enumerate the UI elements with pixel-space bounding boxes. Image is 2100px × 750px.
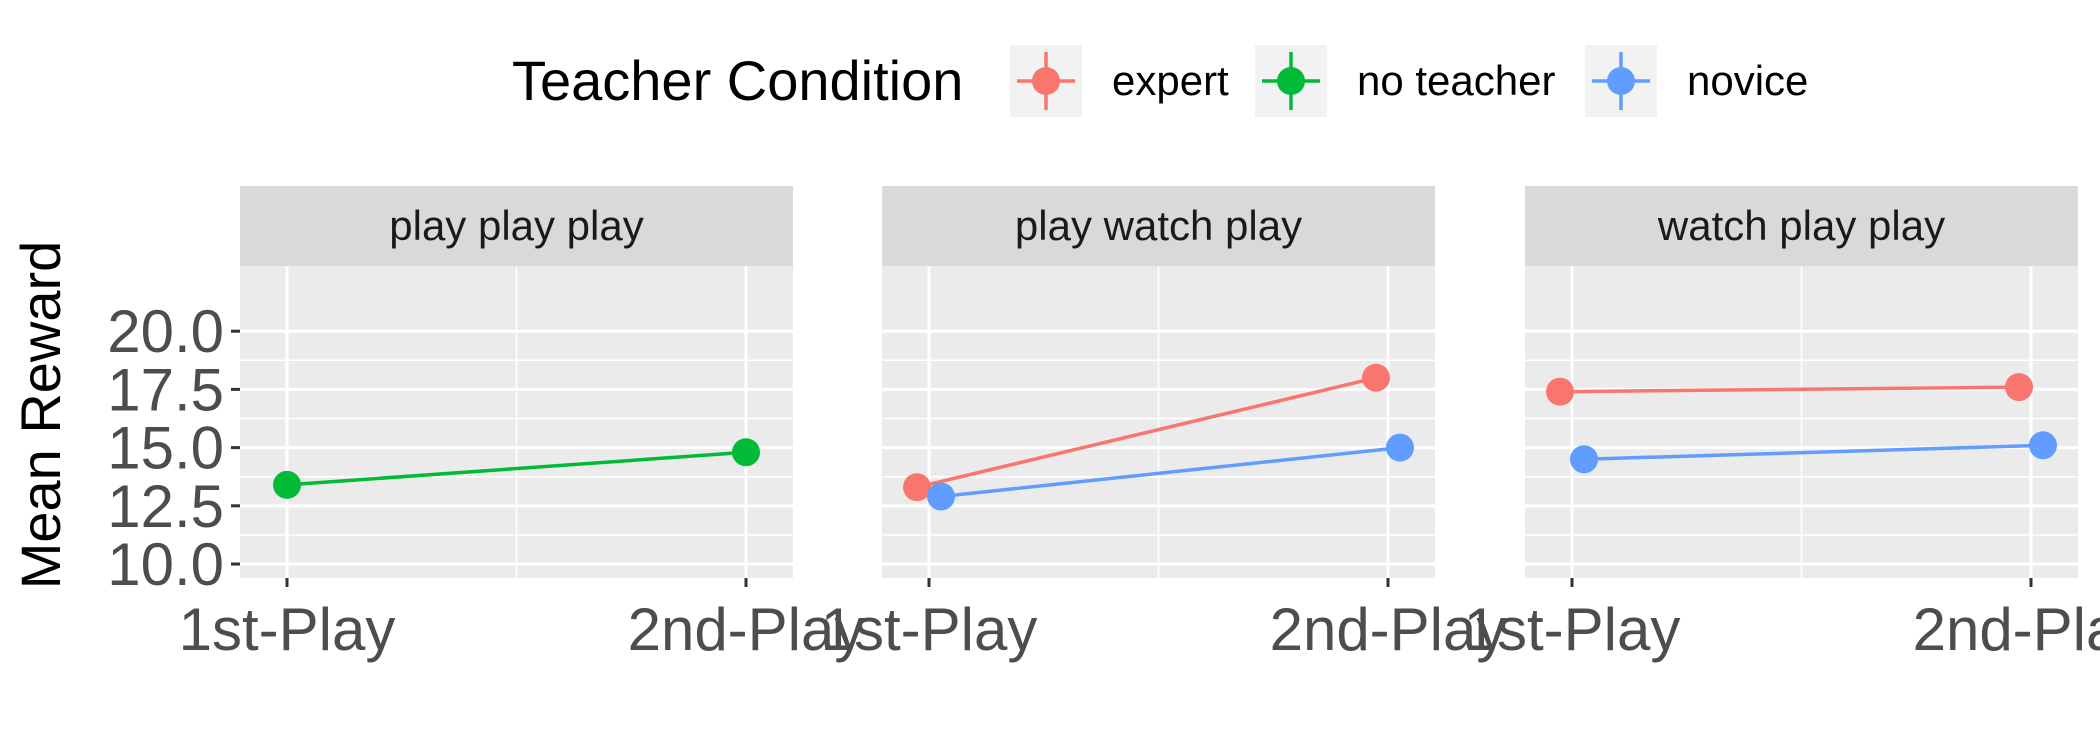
data-point bbox=[927, 482, 956, 511]
legend-label: no teacher bbox=[1357, 57, 1555, 104]
y-axis-title: Mean Reward bbox=[9, 241, 72, 590]
x-tick-label: 2nd-Play bbox=[1913, 596, 2100, 663]
legend-entry-novice: novice bbox=[1585, 45, 1808, 117]
series-expert bbox=[903, 363, 1390, 502]
x-tick-label: 1st-Play bbox=[179, 596, 396, 663]
series-line bbox=[916, 376, 1377, 489]
legend-title: Teacher Condition bbox=[512, 49, 963, 112]
data-point bbox=[1361, 363, 1390, 392]
data-point bbox=[731, 438, 760, 467]
data-point bbox=[2028, 431, 2057, 460]
facet-strip-label: play play play bbox=[389, 202, 643, 249]
series-novice bbox=[927, 433, 1414, 511]
facet-strip-label: watch play play bbox=[1657, 202, 1945, 249]
legend-key-point bbox=[1607, 67, 1635, 95]
series-no-teacher bbox=[273, 438, 760, 499]
facet-strip bbox=[240, 186, 793, 266]
facet-strip bbox=[882, 186, 1435, 266]
data-point bbox=[1385, 433, 1414, 462]
legend-label: novice bbox=[1687, 57, 1808, 104]
data-point bbox=[273, 470, 302, 499]
series-line bbox=[286, 450, 747, 487]
panel-3: watch play play 1st-Play 2nd-Play bbox=[1464, 186, 2100, 663]
data-point bbox=[1570, 445, 1599, 474]
x-tick-label: 2nd-Play bbox=[628, 596, 865, 663]
series-line bbox=[940, 445, 1401, 499]
facet-strip-label: play watch play bbox=[1015, 202, 1302, 249]
panel-2: play watch play 1st-Play 2nd-Play bbox=[821, 186, 1507, 663]
x-tick-label: 2nd-Play bbox=[1270, 596, 1507, 663]
facet-strip bbox=[1525, 186, 2078, 266]
legend-label: expert bbox=[1112, 57, 1229, 104]
series-expert bbox=[1546, 373, 2033, 406]
series-novice bbox=[1570, 431, 2057, 474]
y-tick-label: 15.0 bbox=[107, 415, 224, 482]
data-point bbox=[2004, 373, 2033, 402]
data-point bbox=[903, 473, 932, 502]
legend-key-point bbox=[1032, 67, 1060, 95]
series-line bbox=[1583, 443, 2044, 462]
legend-entry-expert: expert bbox=[1010, 45, 1229, 117]
y-tick-label: 12.5 bbox=[107, 473, 224, 540]
legend: Teacher Condition bbox=[512, 49, 963, 112]
y-tick-label: 20.0 bbox=[107, 298, 224, 365]
panel-1: play play play 1st-Play 2nd-Play 10.012.515… bbox=[107, 186, 864, 663]
legend-key-point bbox=[1277, 67, 1305, 95]
data-point bbox=[1546, 377, 1575, 406]
x-tick-label: 1st-Play bbox=[1464, 596, 1681, 663]
y-tick-label: 10.0 bbox=[107, 531, 224, 598]
series-line bbox=[1559, 385, 2020, 394]
legend-entry-no-teacher: no teacher bbox=[1255, 45, 1555, 117]
y-tick-label: 17.5 bbox=[107, 356, 224, 423]
x-tick-label: 1st-Play bbox=[821, 596, 1038, 663]
